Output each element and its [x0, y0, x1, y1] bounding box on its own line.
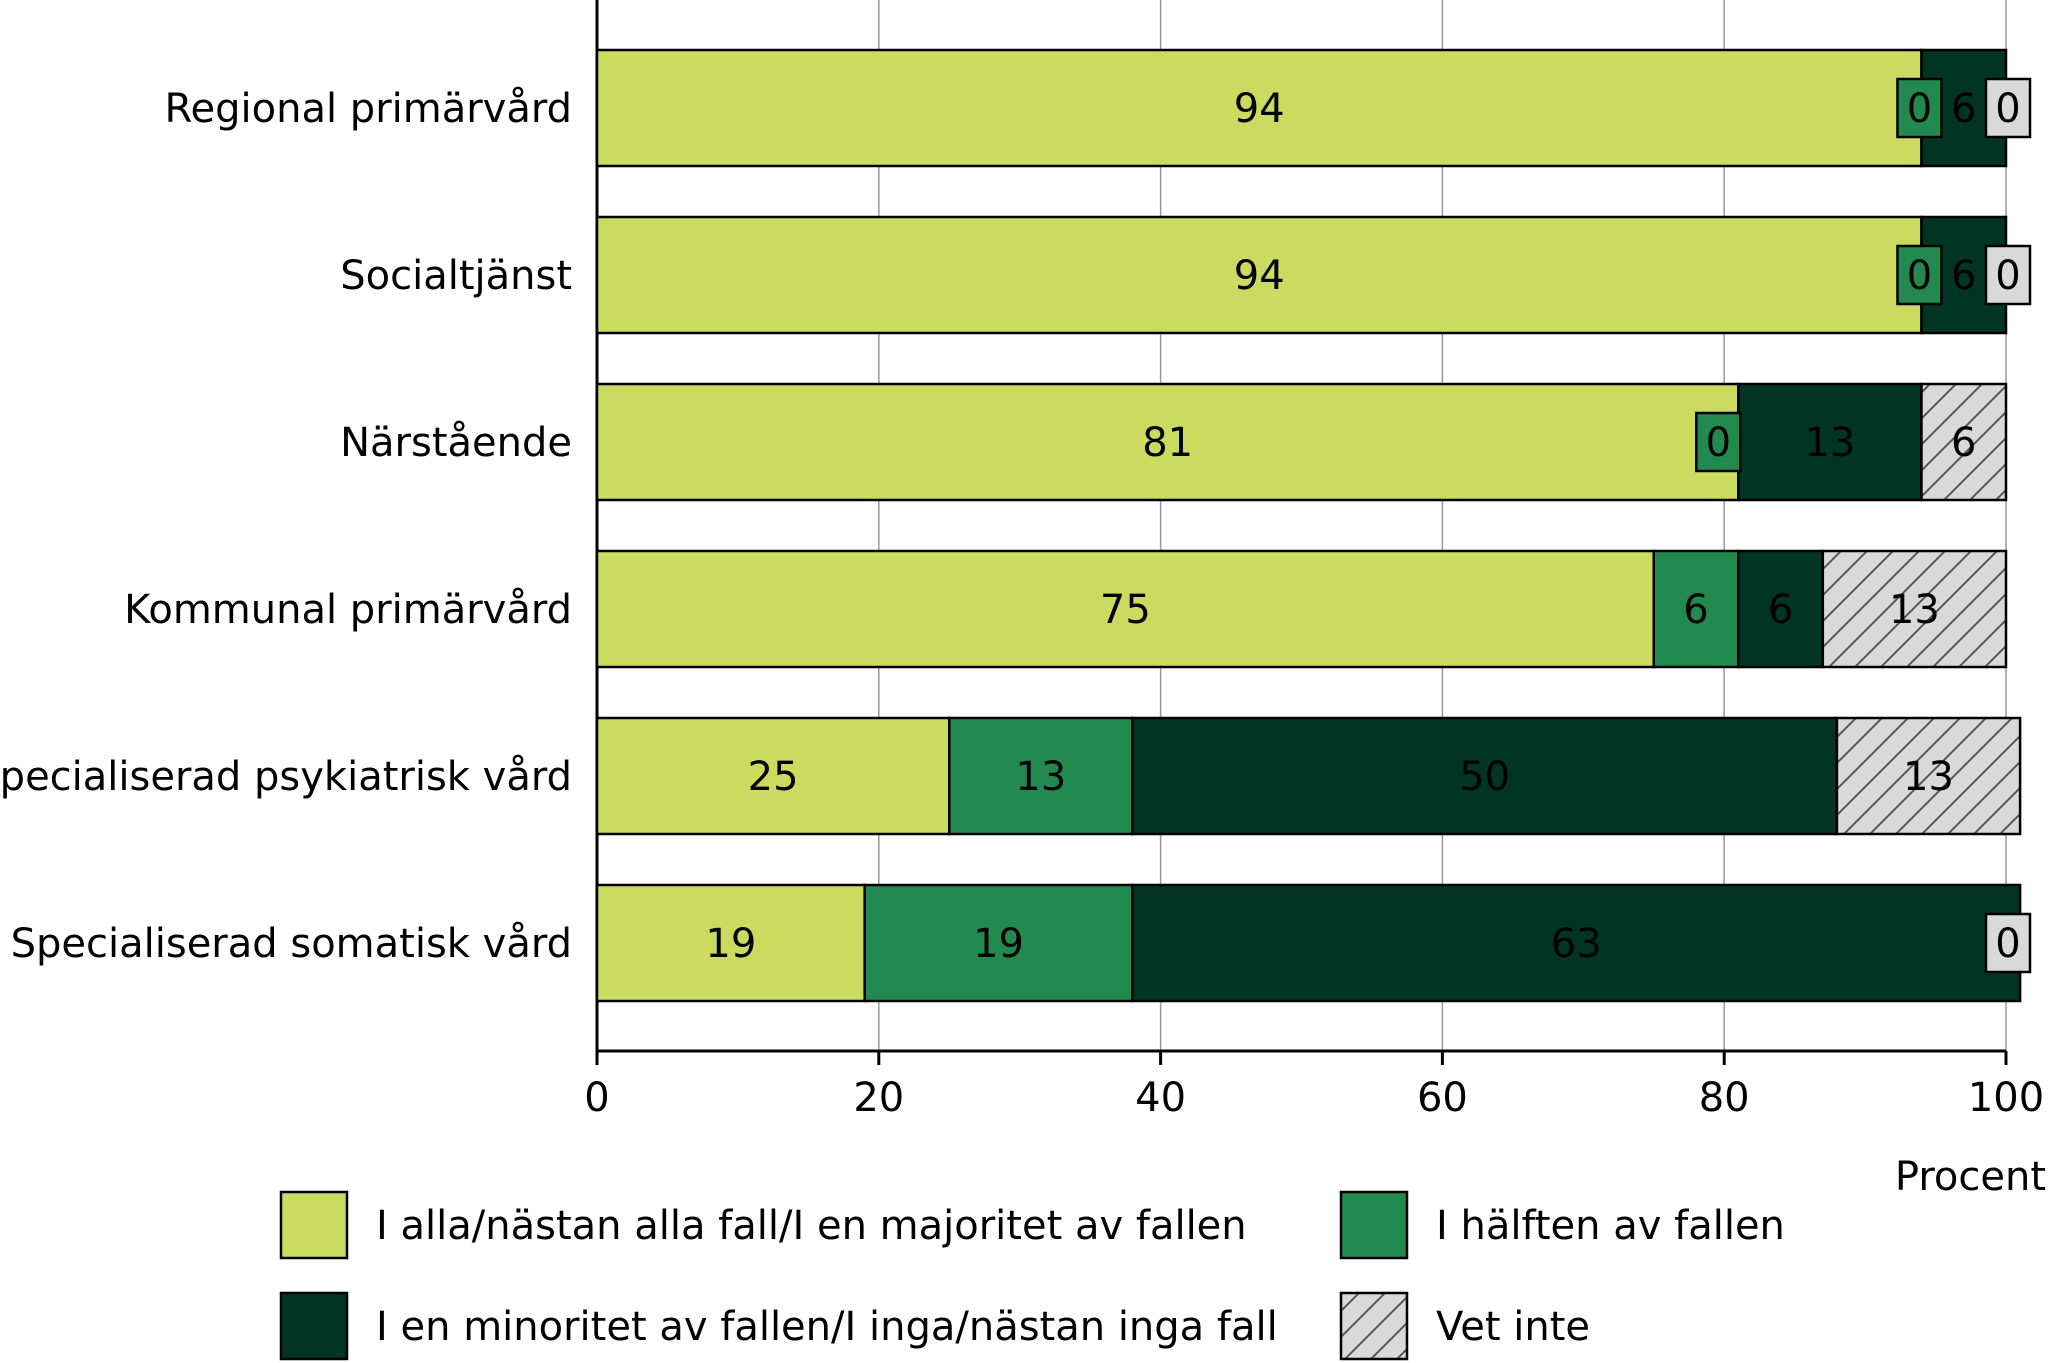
bar-segment	[1821, 549, 2008, 669]
legend-swatch	[279, 1190, 349, 1260]
category-label: Regional primärvård	[165, 86, 572, 132]
legend-label: Vet inte	[1436, 1304, 1590, 1350]
x-tick-label: 100	[1968, 1075, 2044, 1121]
bar-segment	[1835, 716, 2022, 836]
data-label: 13	[1903, 754, 1954, 800]
x-tick-label: 80	[1699, 1075, 1750, 1121]
bar-segment	[595, 549, 1655, 669]
data-label: 0	[1995, 86, 2020, 132]
legend-label: I alla/nästan alla fall/I en majoritet a…	[376, 1203, 1247, 1249]
x-tick-label: 20	[853, 1075, 904, 1121]
category-label: Kommunal primärvård	[124, 587, 572, 633]
data-label: 0	[1995, 253, 2020, 299]
legend-label: I en minoritet av fallen/I inga/nästan i…	[376, 1304, 1278, 1350]
x-axis-label: Procent	[1895, 1154, 2046, 1200]
bar-segment	[595, 215, 1923, 335]
data-label: 0	[1907, 86, 1932, 132]
zero-label-box	[1984, 77, 2032, 139]
data-label: 94	[1234, 253, 1285, 299]
bar-segment	[1737, 382, 1923, 502]
bar-segment	[948, 716, 1134, 836]
data-label: 19	[705, 921, 756, 967]
data-label: 0	[1907, 253, 1932, 299]
data-label: 13	[1889, 587, 1940, 633]
data-label: 6	[1951, 420, 1976, 466]
bar-segment	[863, 883, 1134, 1003]
bar-segment	[595, 382, 1740, 502]
data-label: 81	[1142, 420, 1193, 466]
x-tick-label: 60	[1417, 1075, 1468, 1121]
data-label: 13	[1015, 754, 1066, 800]
data-label: 75	[1100, 587, 1151, 633]
data-label: 19	[973, 921, 1024, 967]
legend-label: I hälften av fallen	[1436, 1203, 1785, 1249]
legend-swatch	[1339, 1190, 1409, 1260]
data-label: 6	[1951, 86, 1976, 132]
data-label: 0	[1995, 921, 2020, 967]
data-label: 50	[1459, 754, 1510, 800]
category-label: Närstående	[340, 420, 572, 466]
bar-segment	[595, 48, 1923, 168]
zero-label-box	[1984, 912, 2032, 974]
bar-segment	[1652, 549, 1740, 669]
data-label: 63	[1551, 921, 1602, 967]
category-label: Specialiserad psykiatrisk vård	[0, 754, 572, 800]
bar-segment	[1131, 716, 1839, 836]
category-label: Specialiserad somatisk vård	[11, 921, 572, 967]
zero-label-box	[1896, 244, 1943, 306]
zero-label-box	[1695, 411, 1742, 473]
data-label: 6	[1951, 253, 1976, 299]
data-label: 0	[1706, 420, 1731, 466]
data-label: 25	[748, 754, 799, 800]
data-label: 6	[1683, 587, 1708, 633]
x-tick-label: 40	[1135, 1075, 1186, 1121]
data-label: 94	[1234, 86, 1285, 132]
data-label: 6	[1768, 587, 1793, 633]
bar-segment	[1737, 549, 1825, 669]
zero-label-box	[1984, 244, 2032, 306]
legend-swatch	[1339, 1291, 1409, 1361]
zero-label-box	[1896, 77, 1943, 139]
bar-segment	[595, 716, 951, 836]
legend-swatch	[279, 1291, 349, 1361]
category-label: Socialtjänst	[340, 253, 572, 299]
x-tick-label: 0	[584, 1075, 609, 1121]
bar-segment	[1920, 382, 2008, 502]
data-label: 13	[1804, 420, 1855, 466]
